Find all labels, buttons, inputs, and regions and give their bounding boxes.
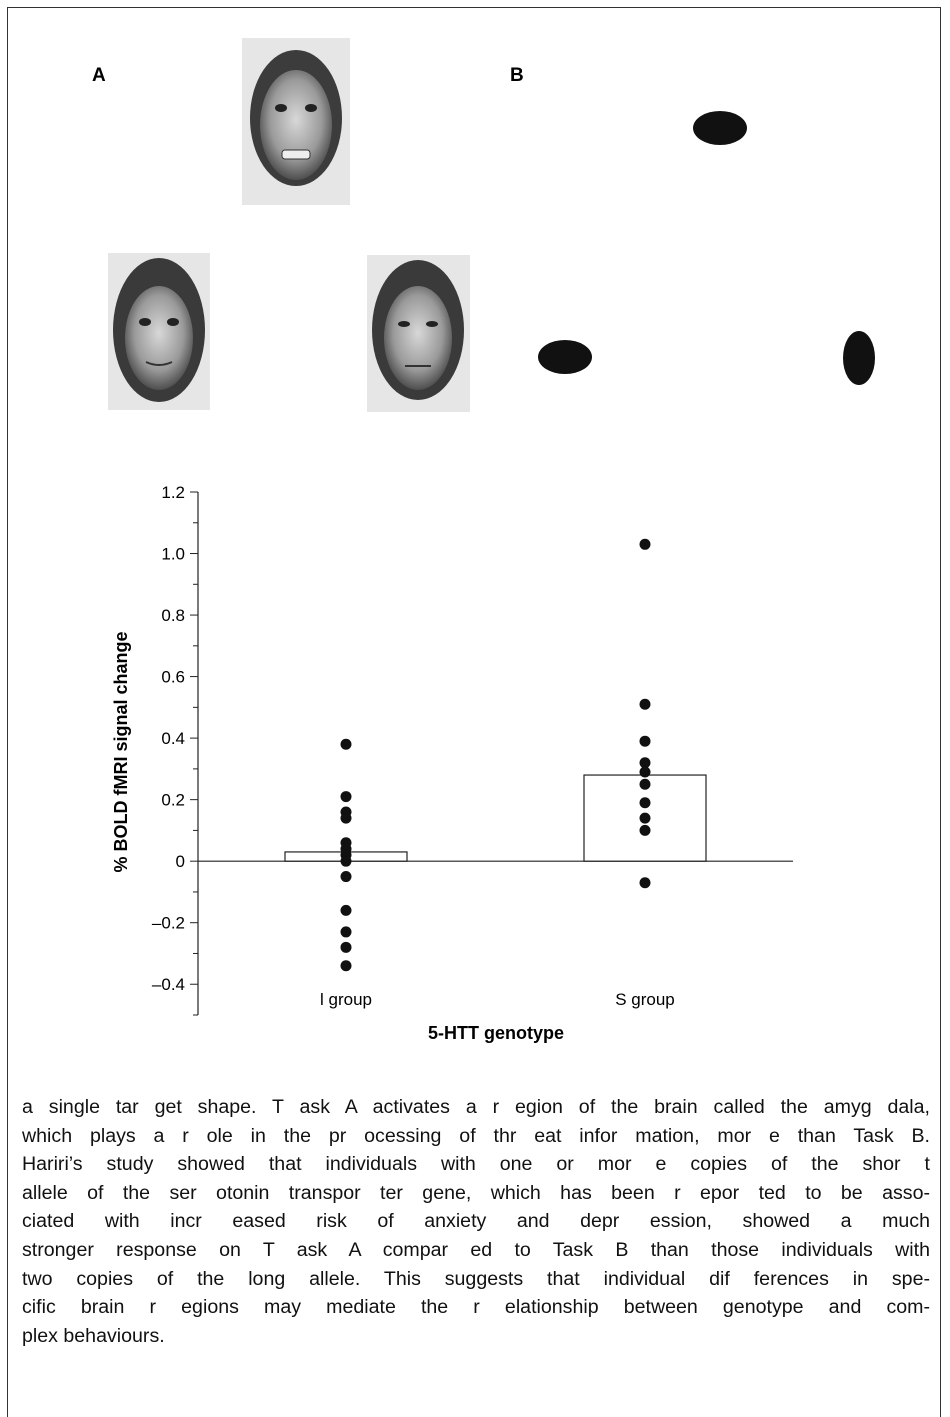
text-line: stronger response on T ask A compar ed t… [22, 1238, 930, 1261]
data-point [639, 757, 651, 769]
x-axis-label: 5-HTT genotype [428, 1023, 564, 1043]
y-tick-label: 0.6 [161, 668, 185, 687]
text-line: cific brain r egions may mediate the r e… [22, 1296, 930, 1319]
text-line: allele of the ser otonin transpor ter ge… [22, 1181, 930, 1204]
data-point [340, 871, 352, 883]
data-point [340, 941, 352, 953]
figure: A B % BOLD fMRI signal change 5-HTT geno… [92, 38, 875, 1043]
panel-label: B [510, 65, 524, 86]
text-line: two copies of the long allele. This sugg… [22, 1267, 930, 1290]
text-line: Hariri’s study showed that individuals w… [22, 1153, 930, 1176]
data-point [639, 877, 651, 889]
text-line: a single tar get shape. T ask A activate… [22, 1096, 930, 1118]
body-text: a single tar get shape. T ask A activate… [22, 1093, 930, 1350]
data-point [340, 855, 352, 867]
y-tick-label: 1.0 [161, 545, 185, 564]
data-point [639, 735, 651, 747]
page-frame [7, 7, 941, 1417]
data-point [340, 812, 352, 824]
y-axis-label: % BOLD fMRI signal change [111, 631, 131, 872]
data-point [340, 791, 352, 803]
face-photo [367, 255, 470, 412]
data-point [340, 926, 352, 938]
y-tick-label: –0.2 [152, 914, 185, 933]
data-point [639, 797, 651, 809]
data-point [639, 538, 651, 550]
data-point [639, 824, 651, 836]
data-point [639, 766, 651, 778]
text-line: plex behaviours. [22, 1324, 165, 1347]
data-point [340, 738, 352, 750]
x-tick-label: l group [320, 990, 372, 1009]
text-line: which plays a r ole in the pr ocessing o… [22, 1124, 930, 1147]
face-photo [242, 38, 350, 205]
y-tick-label: 0.8 [161, 606, 185, 625]
target-shape [538, 340, 592, 374]
y-tick-label: 1.2 [161, 483, 185, 502]
y-tick-label: 0.4 [161, 729, 185, 748]
panel-label: A [92, 65, 106, 86]
y-tick-label: 0 [176, 852, 185, 871]
data-point [639, 698, 651, 710]
face-photo [108, 253, 210, 410]
data-point [340, 960, 352, 972]
y-tick-label: 0.2 [161, 791, 185, 810]
data-point [639, 778, 651, 790]
data-point [340, 904, 352, 916]
data-point [639, 812, 651, 824]
target-shape [843, 331, 875, 385]
target-shape [693, 111, 747, 145]
y-tick-label: –0.4 [152, 975, 185, 994]
x-tick-label: S group [615, 990, 675, 1009]
text-line: ciated with incr eased risk of anxiety a… [22, 1210, 930, 1233]
